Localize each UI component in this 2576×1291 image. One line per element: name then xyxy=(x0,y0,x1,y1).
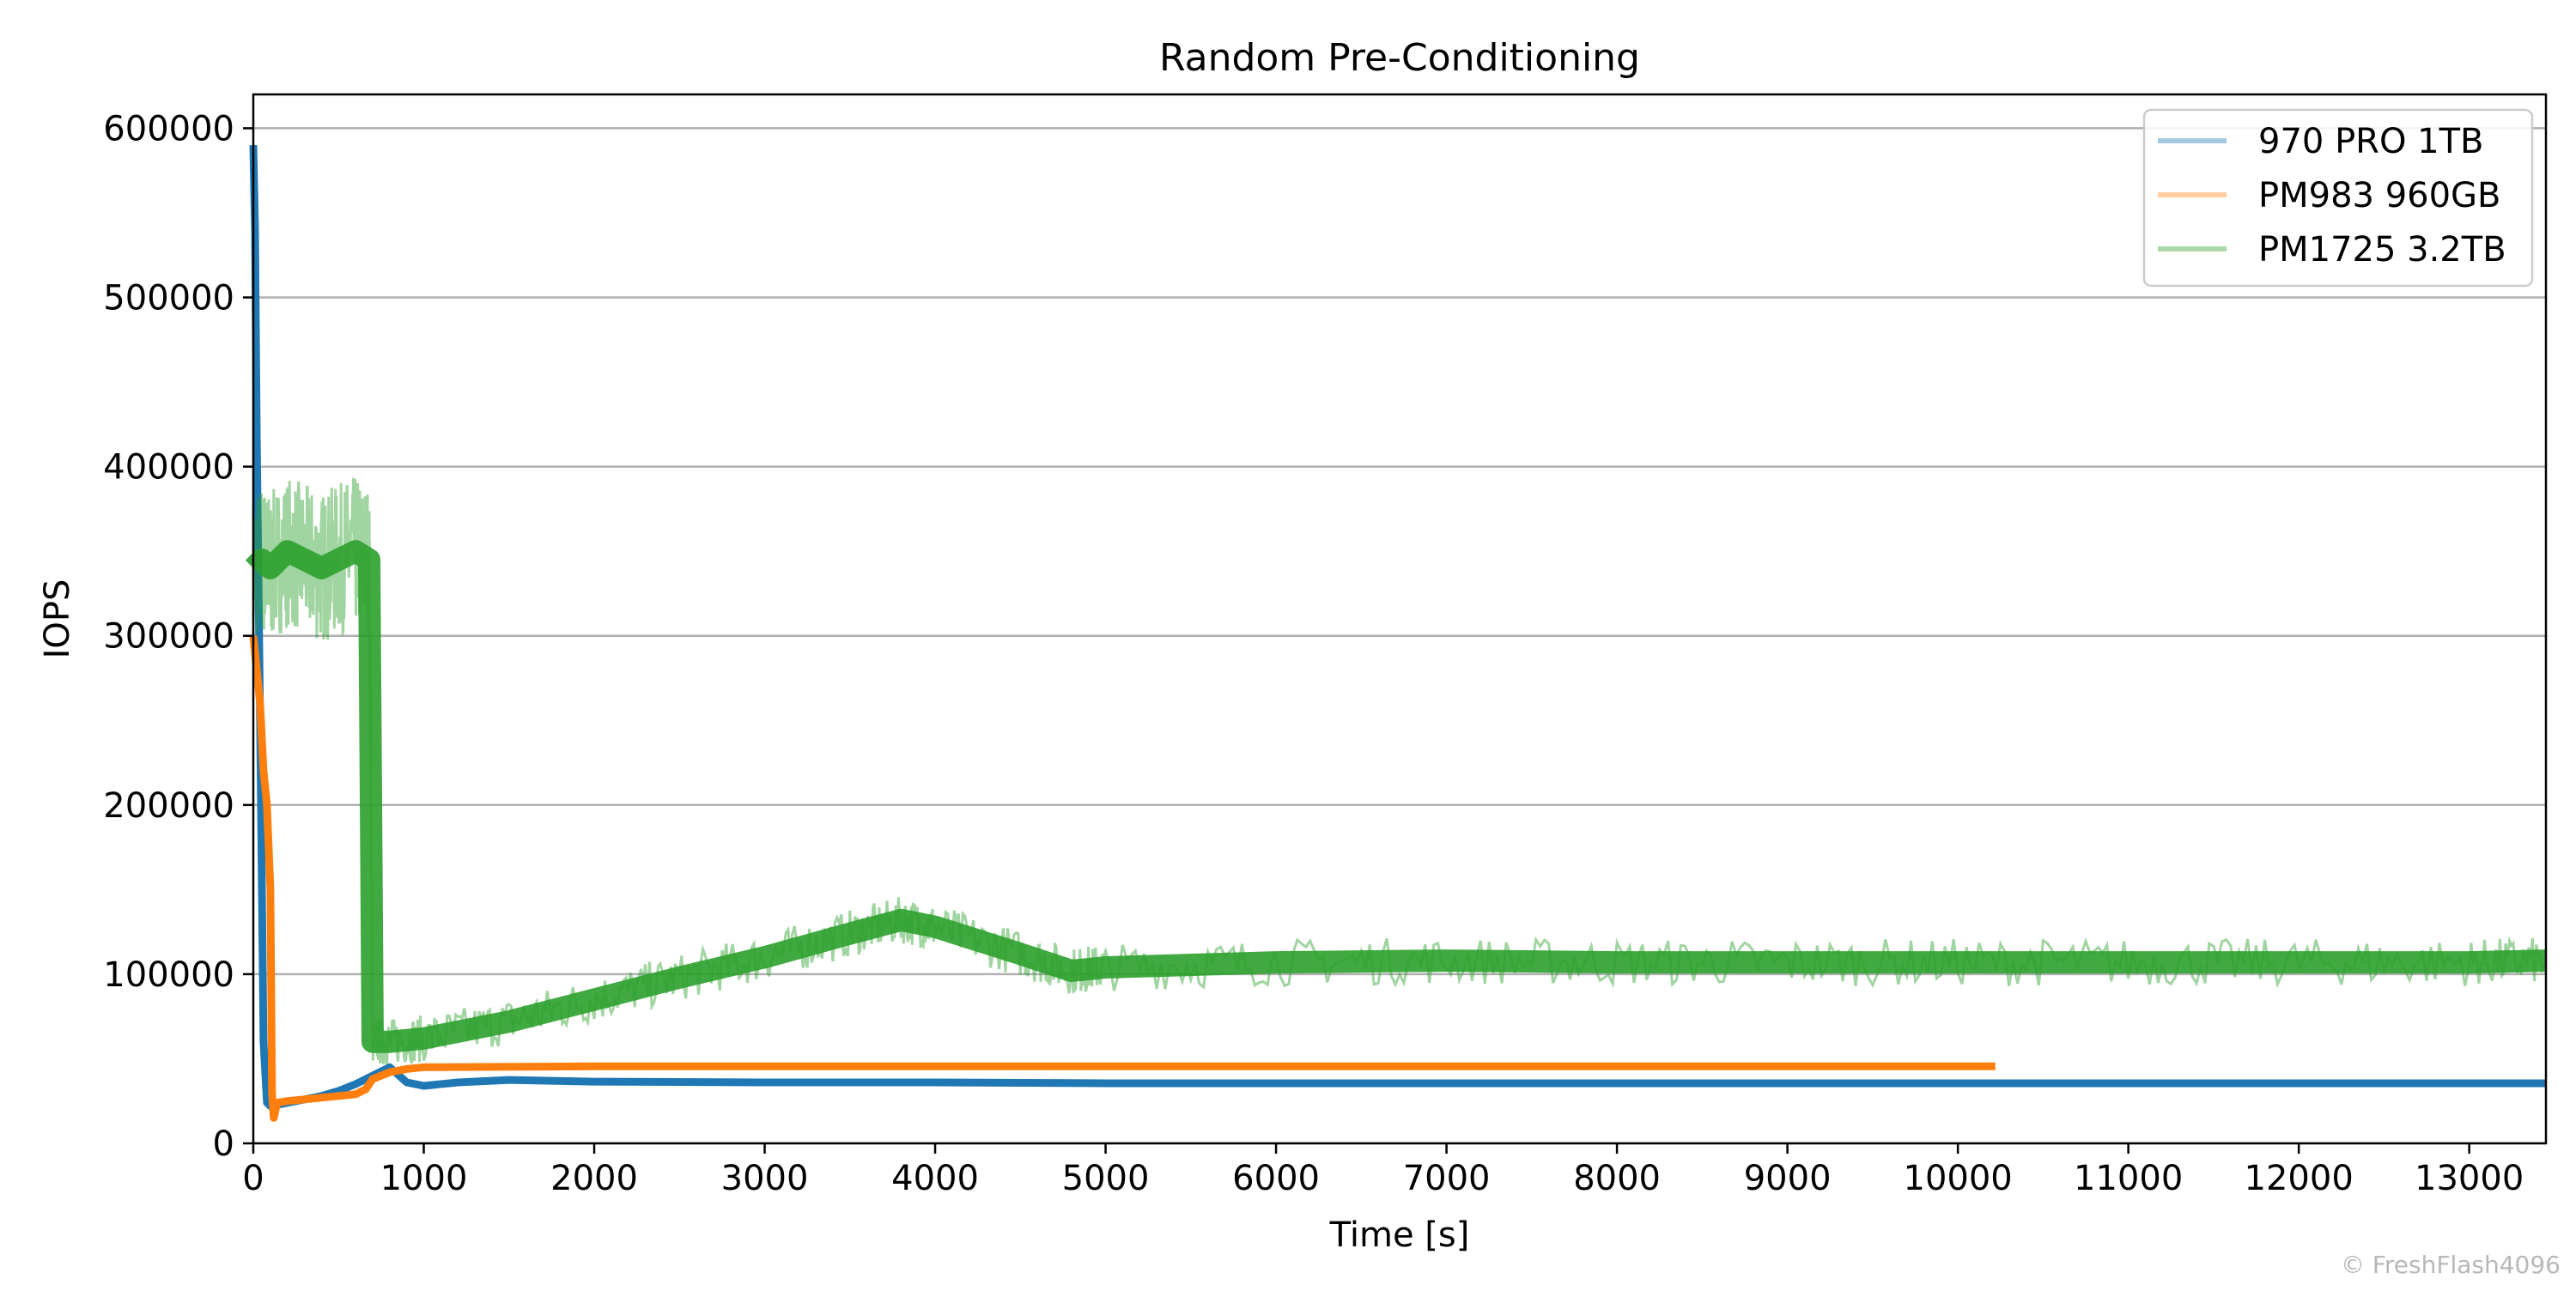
y-axis-label: IOPS xyxy=(38,579,77,659)
series-1 xyxy=(249,635,1996,1122)
x-tick-label: 5000 xyxy=(1062,1159,1150,1198)
legend: 970 PRO 1TB PM983 960GB PM1725 3.2TB xyxy=(2142,108,2534,288)
series-2 xyxy=(245,477,2547,1067)
legend-label: 970 PRO 1TB xyxy=(2258,122,2484,161)
series-line xyxy=(245,540,2547,1053)
series-0 xyxy=(249,145,2546,1111)
y-tick-label: 400000 xyxy=(103,448,234,488)
x-tick-label: 12000 xyxy=(2245,1159,2354,1198)
plot-frame xyxy=(252,93,2548,1145)
series-line xyxy=(249,145,2546,1111)
x-tick-label: 13000 xyxy=(2415,1159,2524,1198)
y-tick-label: 200000 xyxy=(103,786,234,826)
x-tick-label: 3000 xyxy=(721,1159,809,1198)
x-tick-label: 8000 xyxy=(1573,1159,1661,1198)
x-axis-label: Time [s] xyxy=(1329,1215,1470,1255)
legend-label: PM1725 3.2TB xyxy=(2258,230,2506,270)
x-tick-label: 11000 xyxy=(2074,1159,2183,1198)
y-tick-label: 300000 xyxy=(103,617,234,657)
y-tick-label: 0 xyxy=(213,1124,234,1164)
legend-label: PM983 960GB xyxy=(2258,176,2500,215)
x-tick-label: 4000 xyxy=(891,1159,979,1198)
x-tick-label: 1000 xyxy=(380,1159,468,1198)
y-tick-label: 600000 xyxy=(103,109,234,148)
legend-box xyxy=(2142,108,2534,288)
y-tick-label: 500000 xyxy=(103,279,234,318)
x-tick-label: 0 xyxy=(242,1159,264,1198)
x-tick-label: 10000 xyxy=(1904,1159,2013,1198)
series-noise-band xyxy=(252,477,2546,1067)
series-line xyxy=(249,635,1996,1122)
copyright-watermark: © FreshFlash4096 xyxy=(2340,1251,2561,1279)
chart-title: Random Pre-Conditioning xyxy=(1159,36,1640,80)
x-tick-label: 7000 xyxy=(1403,1159,1491,1198)
x-tick-label: 6000 xyxy=(1232,1159,1320,1198)
x-tick-label: 9000 xyxy=(1744,1159,1832,1198)
y-tick-label: 100000 xyxy=(103,955,234,995)
x-tick-label: 2000 xyxy=(550,1159,638,1198)
